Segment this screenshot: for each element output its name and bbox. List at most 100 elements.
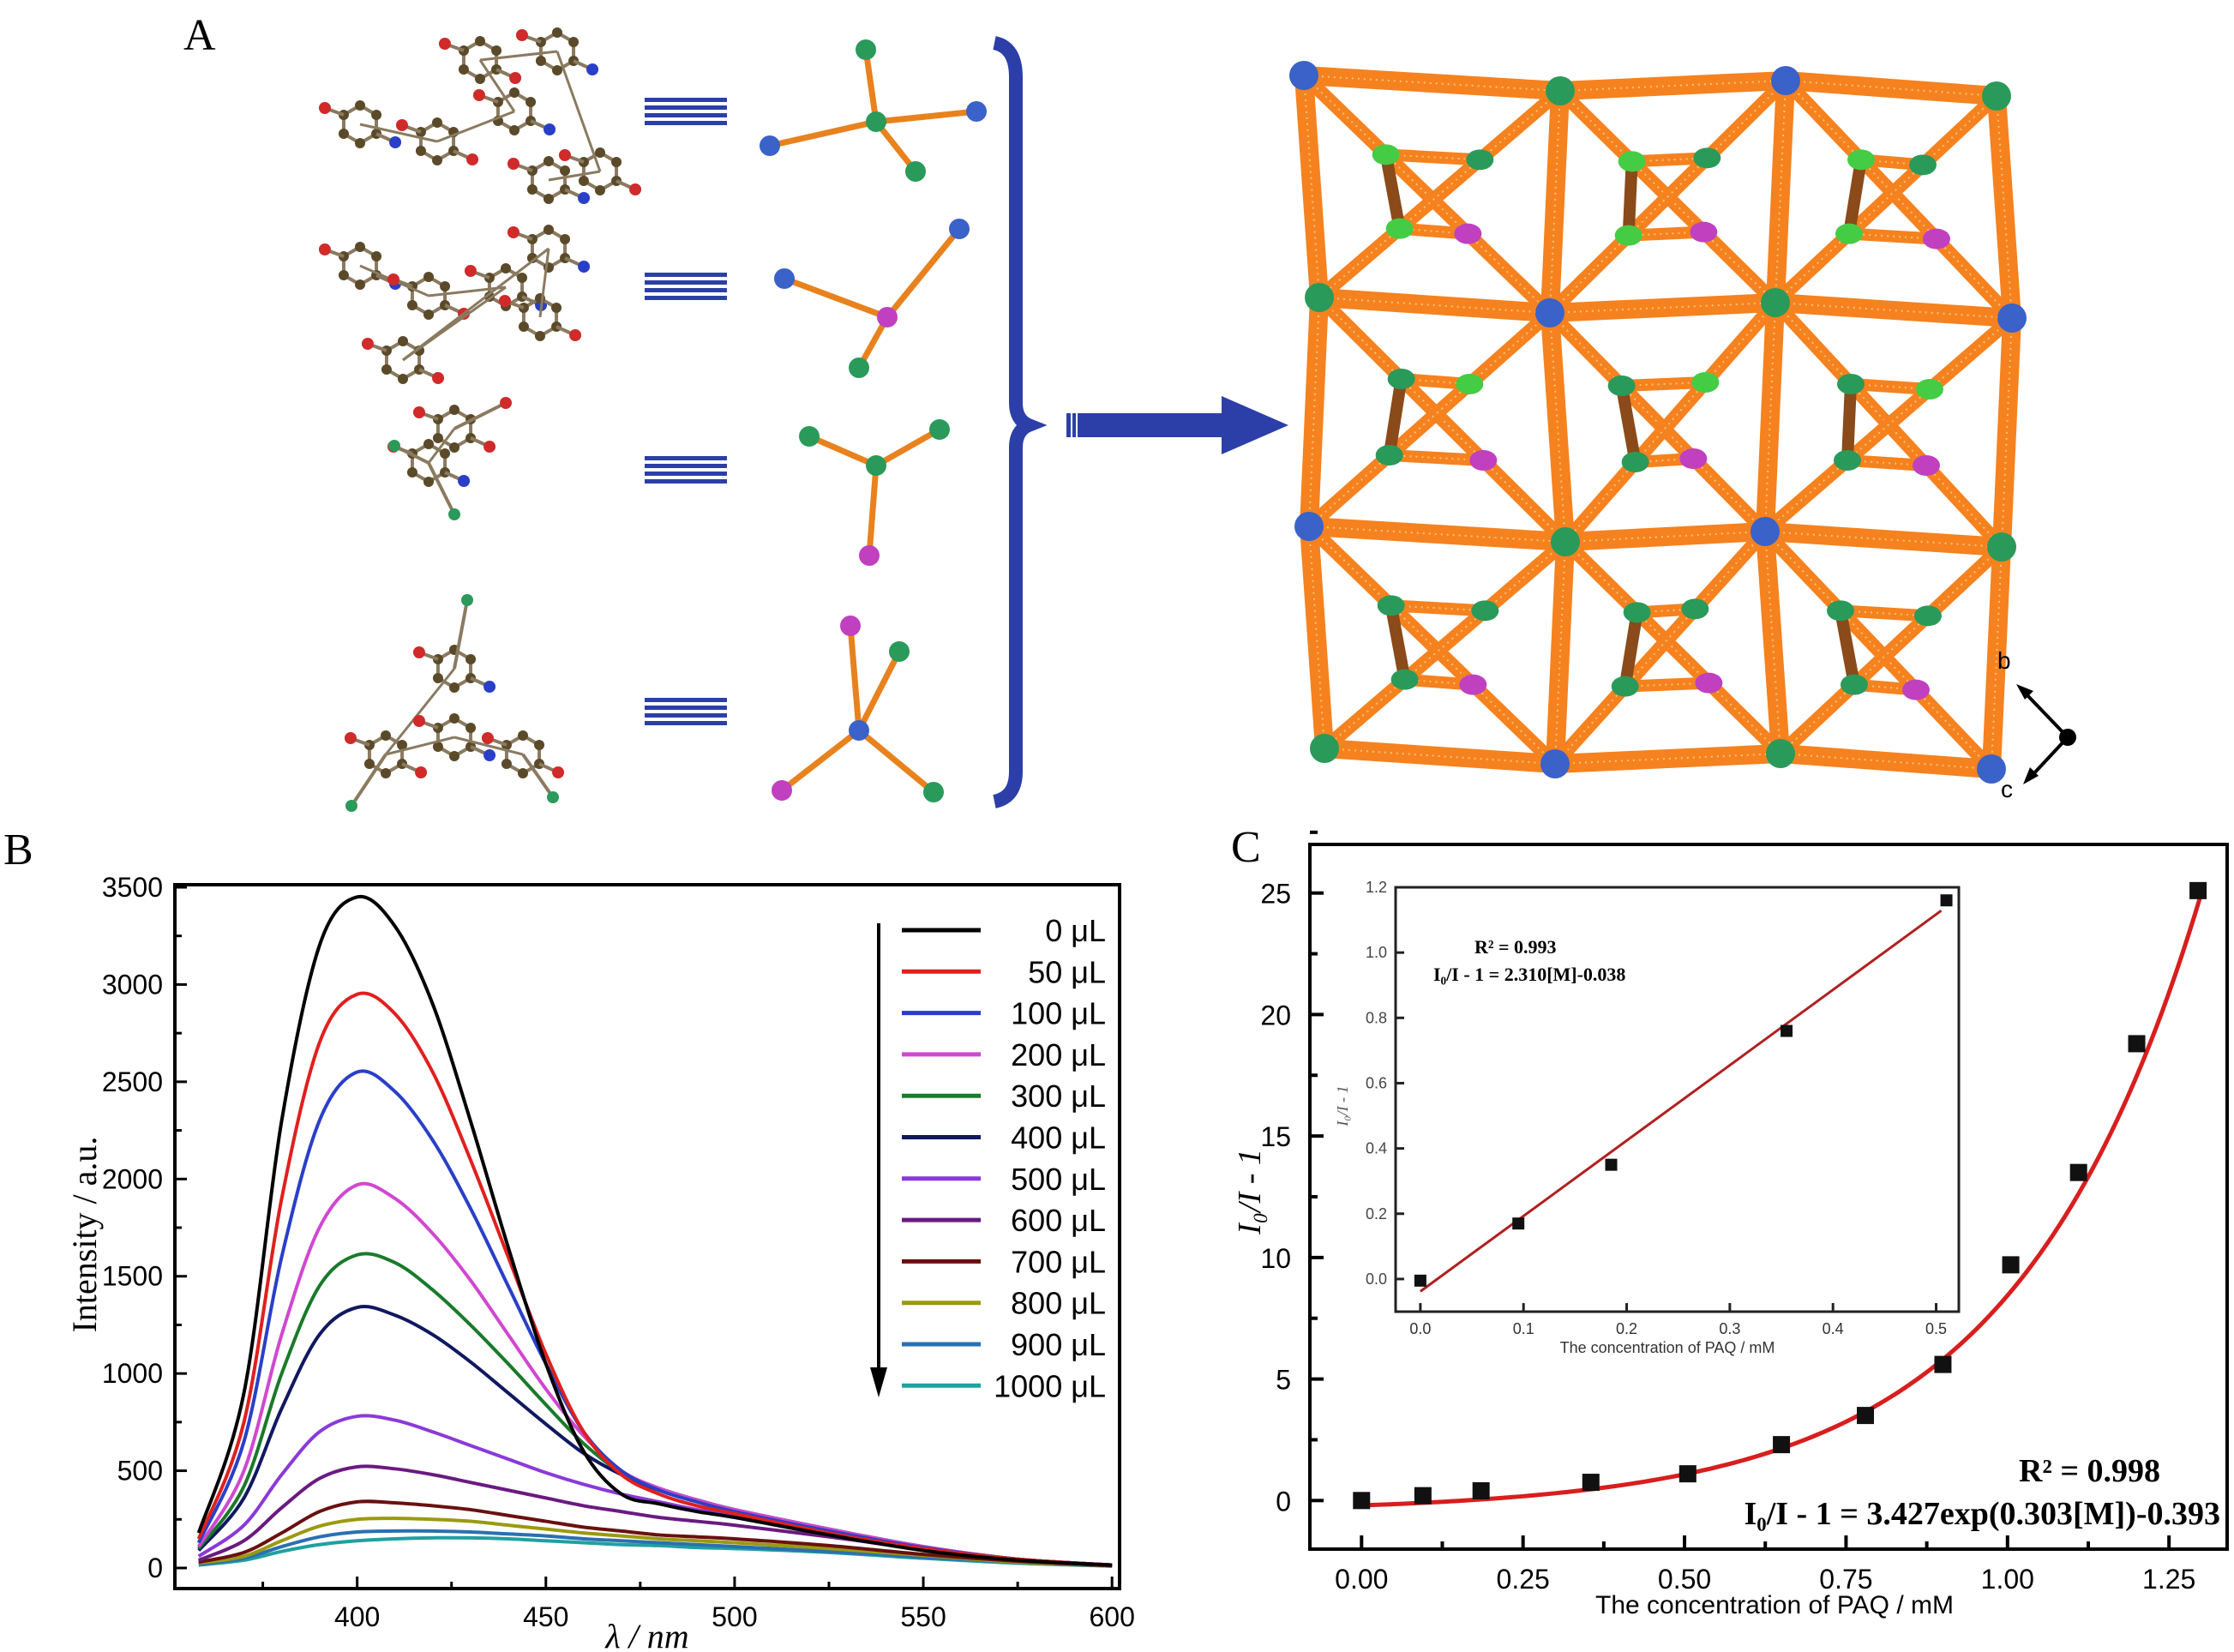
framework-strut [1385, 148, 1480, 166]
equals-bar [645, 288, 727, 292]
strut-stripe [1775, 302, 1852, 385]
node-model-2 [799, 419, 950, 566]
atom [929, 419, 950, 440]
framework-node [1375, 445, 1403, 466]
equals-bar [645, 698, 727, 702]
legend-label-0: 0 μL [1045, 913, 1106, 948]
carbon-atom [355, 242, 365, 252]
carbon-atom [449, 751, 459, 761]
brown-strut [1622, 161, 1638, 236]
strut-stripe [1620, 385, 1695, 460]
strut-stripe [1318, 297, 1402, 380]
ligand-molecule-1 [318, 225, 591, 384]
framework-strut [1987, 95, 2021, 319]
carbon-atom [355, 138, 365, 148]
framework-strut [1632, 607, 1714, 688]
equals-bar [645, 706, 727, 710]
x-tick-label: 400 [334, 1601, 380, 1632]
carbon-atom [568, 37, 580, 47]
center-atom [866, 455, 886, 476]
framework-strut [1540, 90, 1570, 314]
strut-stripe [1390, 604, 1486, 612]
y-tick-label: 1000 [102, 1358, 163, 1389]
panel-label-c: C [1231, 823, 1261, 872]
strut-stripe [1925, 465, 2003, 548]
legend-label-10: 900 μL [1011, 1327, 1106, 1362]
framework-corner-node [1551, 527, 1580, 556]
stick [808, 433, 878, 469]
bond [479, 50, 558, 62]
center-atom [866, 111, 886, 132]
carbon-atom [363, 759, 375, 769]
atom [412, 406, 425, 418]
node-simplifications [760, 39, 987, 802]
carbon-atom [595, 185, 605, 195]
framework-corner-node [1977, 754, 2006, 784]
legend-label-11: 1000 μL [994, 1368, 1106, 1403]
strut-stripe [1764, 531, 1841, 612]
strut-stripe [1922, 95, 1997, 166]
framework-corner-node [1289, 61, 1318, 90]
x-tick-label: 0.75 [1819, 1564, 1872, 1595]
atom [586, 63, 599, 75]
carbon-atom [432, 155, 442, 165]
equals-bar [645, 273, 727, 277]
strut-stripe [1482, 460, 1566, 543]
r2-annotation: R² = 0.998 [2019, 1453, 2160, 1489]
framework-strut [1775, 293, 2013, 327]
framework-corner-node [1294, 512, 1324, 541]
atom [345, 800, 357, 812]
panel-b-emission-spectra: 400 450 500 550 600 0 500 1000 1500 2000 2500 3000 3… [65, 872, 1135, 1652]
framework-strut [1546, 541, 1575, 765]
stick [874, 426, 941, 469]
strut-stripe [1936, 237, 2013, 319]
atom [569, 329, 582, 341]
atom [507, 158, 519, 170]
framework-strut [1314, 223, 1404, 303]
strut-stripe [1390, 604, 1474, 686]
inset-y-tick-label: 0.2 [1366, 1205, 1387, 1222]
framework-strut [1400, 605, 1490, 685]
brown-strut [1618, 611, 1643, 688]
carbon-atom [338, 270, 349, 280]
framework-strut [1550, 682, 1630, 769]
atom [500, 397, 512, 409]
framework-strut [1918, 91, 2002, 171]
strut-stripe [1303, 75, 1561, 92]
y-tick-label: 2000 [102, 1163, 163, 1194]
bond [548, 170, 601, 182]
carbon-atom [423, 272, 434, 282]
strut-stripe [1929, 317, 2013, 390]
equals-bar [645, 121, 727, 125]
inset-x-tick-label: 0.1 [1513, 1320, 1534, 1337]
panel-label-a: A [183, 11, 216, 60]
bond [359, 123, 438, 143]
brown-strut [1383, 377, 1408, 457]
carbon-atom [432, 673, 443, 683]
atom [772, 780, 792, 801]
y-axis-title: Intensity / a.u. [65, 1137, 104, 1333]
strut-stripe [1996, 95, 2013, 319]
strut-stripe [1853, 615, 1929, 686]
strut-stripe [1400, 378, 1485, 461]
framework-strut [1700, 297, 1781, 387]
framework-node [1372, 144, 1400, 165]
bond [427, 462, 456, 515]
framework-strut [1308, 517, 1566, 551]
carbon-atom [355, 100, 365, 111]
y-tick-label: 0 [1276, 1486, 1291, 1517]
x-tick-label: 1.25 [2142, 1564, 2195, 1595]
panel-a-structure-diagram: b c [318, 27, 2076, 812]
data-point-5 [1773, 1436, 1791, 1454]
strut-stripe [1549, 90, 1561, 314]
spectrum-line-7 [197, 1464, 1113, 1567]
axis-label-b: b [1997, 647, 2011, 674]
atom [515, 29, 528, 41]
inset-x-tick-label: 0.0 [1409, 1320, 1431, 1337]
data-point-4 [1679, 1465, 1697, 1483]
atom [395, 119, 408, 131]
x-tick-label: 0.25 [1497, 1564, 1550, 1595]
atom [472, 89, 485, 101]
strut-stripe [1389, 454, 1484, 461]
framework-node [1621, 452, 1649, 472]
